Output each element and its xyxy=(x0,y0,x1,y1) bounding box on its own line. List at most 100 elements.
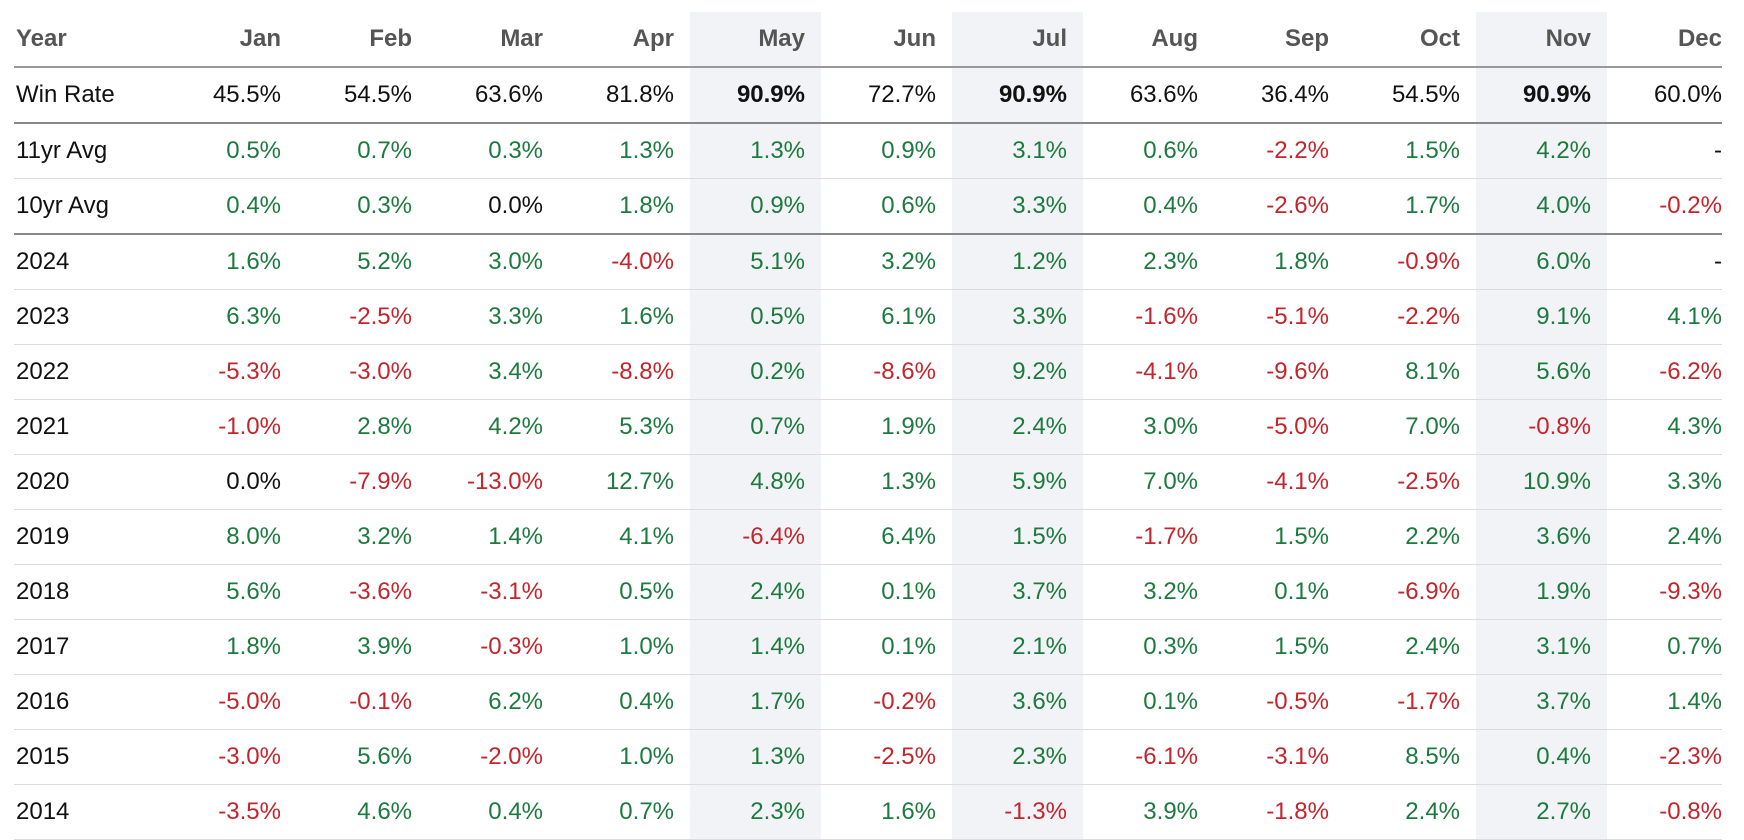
cell: -8.6% xyxy=(821,344,952,400)
cell: 1.7% xyxy=(1345,178,1476,235)
table-row: 2018 5.6% -3.6% -3.1% 0.5% 2.4% 0.1% 3.7% 3.2% 0.… xyxy=(14,564,1722,620)
cell: 72.7% xyxy=(821,67,952,124)
cell: 0.7% xyxy=(297,123,428,179)
cell: 2.3% xyxy=(1083,234,1214,290)
cell: -5.0% xyxy=(1214,399,1345,455)
cell: 3.7% xyxy=(1476,674,1607,730)
cell: -0.2% xyxy=(1607,178,1722,235)
cell: 3.4% xyxy=(428,344,559,400)
cell: 2.4% xyxy=(1607,509,1722,565)
cell: 54.5% xyxy=(1345,67,1476,124)
cell: 3.9% xyxy=(1083,784,1214,840)
cell: 2.4% xyxy=(1345,784,1476,840)
cell: 63.6% xyxy=(1083,67,1214,124)
table-row: Win Rate 45.5% 54.5% 63.6% 81.8% 90.9% 72.7% 90… xyxy=(14,67,1722,124)
cell: 1.8% xyxy=(166,619,297,675)
header-row: Year Jan Feb Mar Apr May Jun Jul Aug Sep Oct Nov Dec xyxy=(14,12,1722,68)
row-label: 2017 xyxy=(14,619,166,675)
page: Year Jan Feb Mar Apr May Jun Jul Aug Sep Oct Nov Dec… xyxy=(14,12,1722,840)
column-header: May xyxy=(690,12,821,68)
cell: 0.0% xyxy=(166,454,297,510)
cell: 1.3% xyxy=(821,454,952,510)
table-row: 2019 8.0% 3.2% 1.4% 4.1% -6.4% 6.4% 1.5% -1.7% 1.… xyxy=(14,509,1722,565)
cell: 3.7% xyxy=(952,564,1083,620)
cell: 5.3% xyxy=(559,399,690,455)
cell: 0.9% xyxy=(690,178,821,235)
cell: 6.1% xyxy=(821,289,952,345)
row-label: 2014 xyxy=(14,784,166,840)
row-label: 2018 xyxy=(14,564,166,620)
cell: 0.3% xyxy=(1083,619,1214,675)
cell: 1.4% xyxy=(690,619,821,675)
cell: 4.3% xyxy=(1607,399,1722,455)
cell: 6.3% xyxy=(166,289,297,345)
column-header: Sep xyxy=(1214,12,1345,68)
cell: -2.0% xyxy=(428,729,559,785)
cell: 4.1% xyxy=(559,509,690,565)
cell: -7.9% xyxy=(297,454,428,510)
cell: -1.8% xyxy=(1214,784,1345,840)
table-row: 2021 -1.0% 2.8% 4.2% 5.3% 0.7% 1.9% 2.4% 3.0% -5.… xyxy=(14,399,1722,455)
cell: 9.2% xyxy=(952,344,1083,400)
cell: 2.1% xyxy=(952,619,1083,675)
cell: 1.0% xyxy=(559,619,690,675)
cell: - xyxy=(1607,123,1722,179)
cell: 6.0% xyxy=(1476,234,1607,290)
cell: 0.2% xyxy=(690,344,821,400)
row-label: 2015 xyxy=(14,729,166,785)
cell: 3.3% xyxy=(952,178,1083,235)
cell: 0.9% xyxy=(821,123,952,179)
row-label: 2020 xyxy=(14,454,166,510)
column-header: Dec xyxy=(1607,12,1722,68)
cell: -3.0% xyxy=(166,729,297,785)
cell: 3.2% xyxy=(821,234,952,290)
cell: 1.8% xyxy=(1214,234,1345,290)
cell: 6.4% xyxy=(821,509,952,565)
cell: 0.4% xyxy=(1476,729,1607,785)
cell: -5.0% xyxy=(166,674,297,730)
cell: -4.1% xyxy=(1083,344,1214,400)
cell: 2.7% xyxy=(1476,784,1607,840)
cell: -3.0% xyxy=(297,344,428,400)
cell: 1.7% xyxy=(690,674,821,730)
table-row: 11yr Avg 0.5% 0.7% 0.3% 1.3% 1.3% 0.9% 3.1% 0.6%… xyxy=(14,123,1722,179)
cell: -9.3% xyxy=(1607,564,1722,620)
cell: 0.7% xyxy=(559,784,690,840)
cell: -2.2% xyxy=(1345,289,1476,345)
column-header: Aug xyxy=(1083,12,1214,68)
cell: 3.2% xyxy=(1083,564,1214,620)
cell: 3.1% xyxy=(1476,619,1607,675)
cell: -0.9% xyxy=(1345,234,1476,290)
row-label: Win Rate xyxy=(14,67,166,124)
cell: -4.1% xyxy=(1214,454,1345,510)
cell: 1.6% xyxy=(821,784,952,840)
row-label: 2021 xyxy=(14,399,166,455)
cell: -0.5% xyxy=(1214,674,1345,730)
cell: 0.5% xyxy=(559,564,690,620)
cell: 5.1% xyxy=(690,234,821,290)
cell: 1.3% xyxy=(690,123,821,179)
cell: 1.3% xyxy=(559,123,690,179)
cell: 1.3% xyxy=(690,729,821,785)
column-header: Apr xyxy=(559,12,690,68)
column-header: Feb xyxy=(297,12,428,68)
cell: 4.8% xyxy=(690,454,821,510)
row-label: 2016 xyxy=(14,674,166,730)
cell: 0.4% xyxy=(1083,178,1214,235)
cell: 3.3% xyxy=(1607,454,1722,510)
cell: -1.6% xyxy=(1083,289,1214,345)
cell: 8.0% xyxy=(166,509,297,565)
cell: 0.4% xyxy=(166,178,297,235)
cell: 2.4% xyxy=(690,564,821,620)
column-header: Jul xyxy=(952,12,1083,68)
cell: 81.8% xyxy=(559,67,690,124)
cell: -3.6% xyxy=(297,564,428,620)
cell: -0.8% xyxy=(1476,399,1607,455)
cell: -1.3% xyxy=(952,784,1083,840)
cell: -8.8% xyxy=(559,344,690,400)
cell: 3.9% xyxy=(297,619,428,675)
cell: 2.3% xyxy=(690,784,821,840)
cell: 45.5% xyxy=(166,67,297,124)
cell: -2.5% xyxy=(821,729,952,785)
column-header: Nov xyxy=(1476,12,1607,68)
